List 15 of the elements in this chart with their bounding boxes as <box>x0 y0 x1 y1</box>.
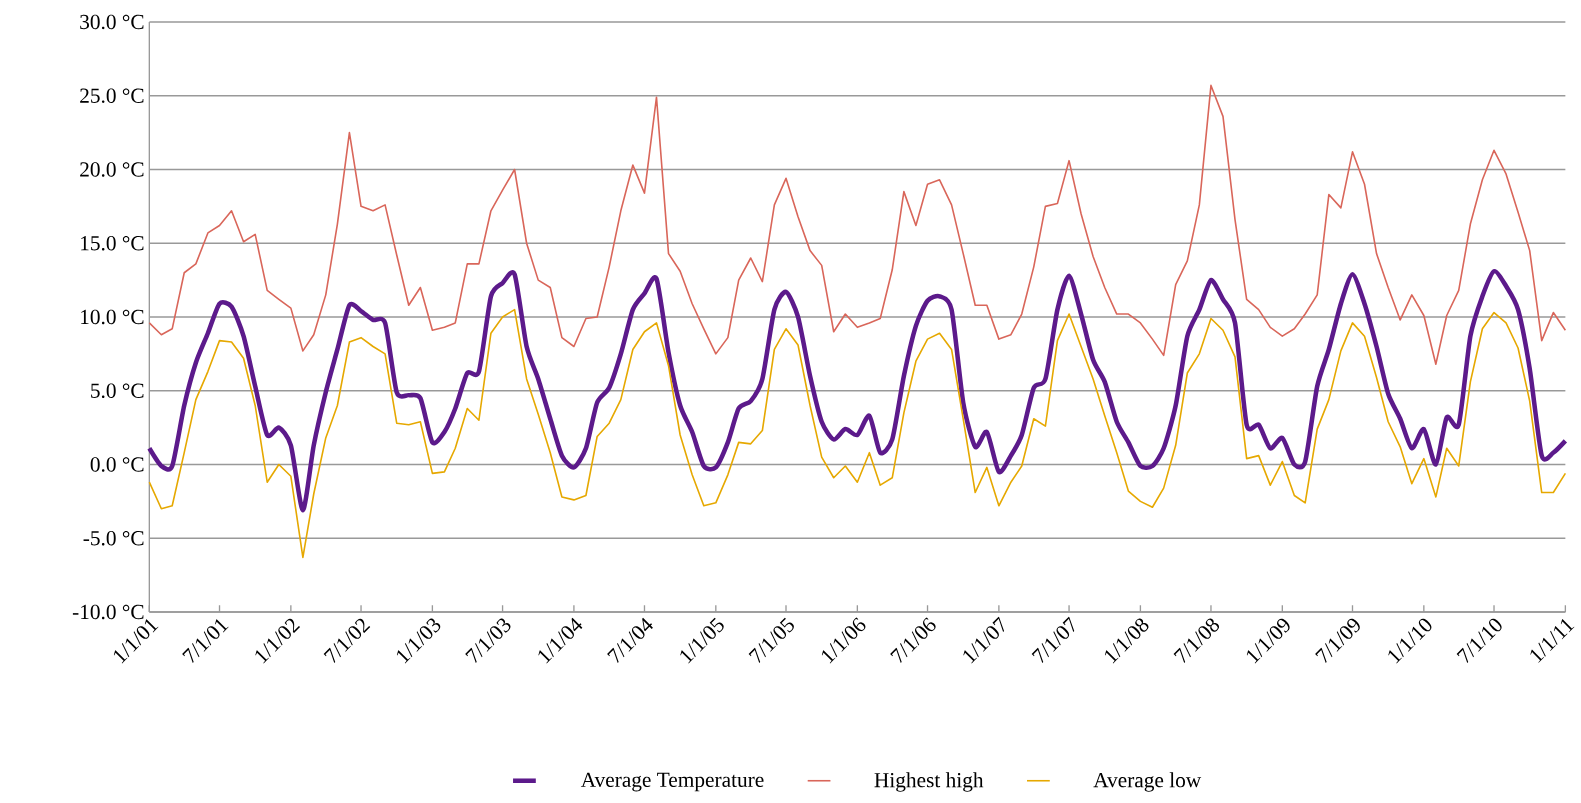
y-tick-label: 5.0 °C <box>91 383 144 398</box>
line-series <box>147 268 1568 513</box>
y-tick-label: -10.0 °C <box>72 604 144 620</box>
y-tick-label: 25.0 °C <box>80 88 144 103</box>
line-series <box>148 84 1567 365</box>
y-tick-label: 20.0 °C <box>80 162 144 177</box>
y-tick-label: 30.0 °C <box>80 14 144 30</box>
y-tick-label: 10.0 °C <box>81 309 144 325</box>
y-tick-label: 15.0 °C <box>81 236 144 251</box>
line-series <box>148 308 1567 559</box>
legend-label: Average Temperature <box>580 772 764 792</box>
legend-label: Average low <box>1093 772 1202 792</box>
y-tick-label: 0.0 °C <box>90 457 144 472</box>
legend-label: Highest high <box>874 772 984 792</box>
y-tick-label: -5.0 °C <box>83 531 144 546</box>
